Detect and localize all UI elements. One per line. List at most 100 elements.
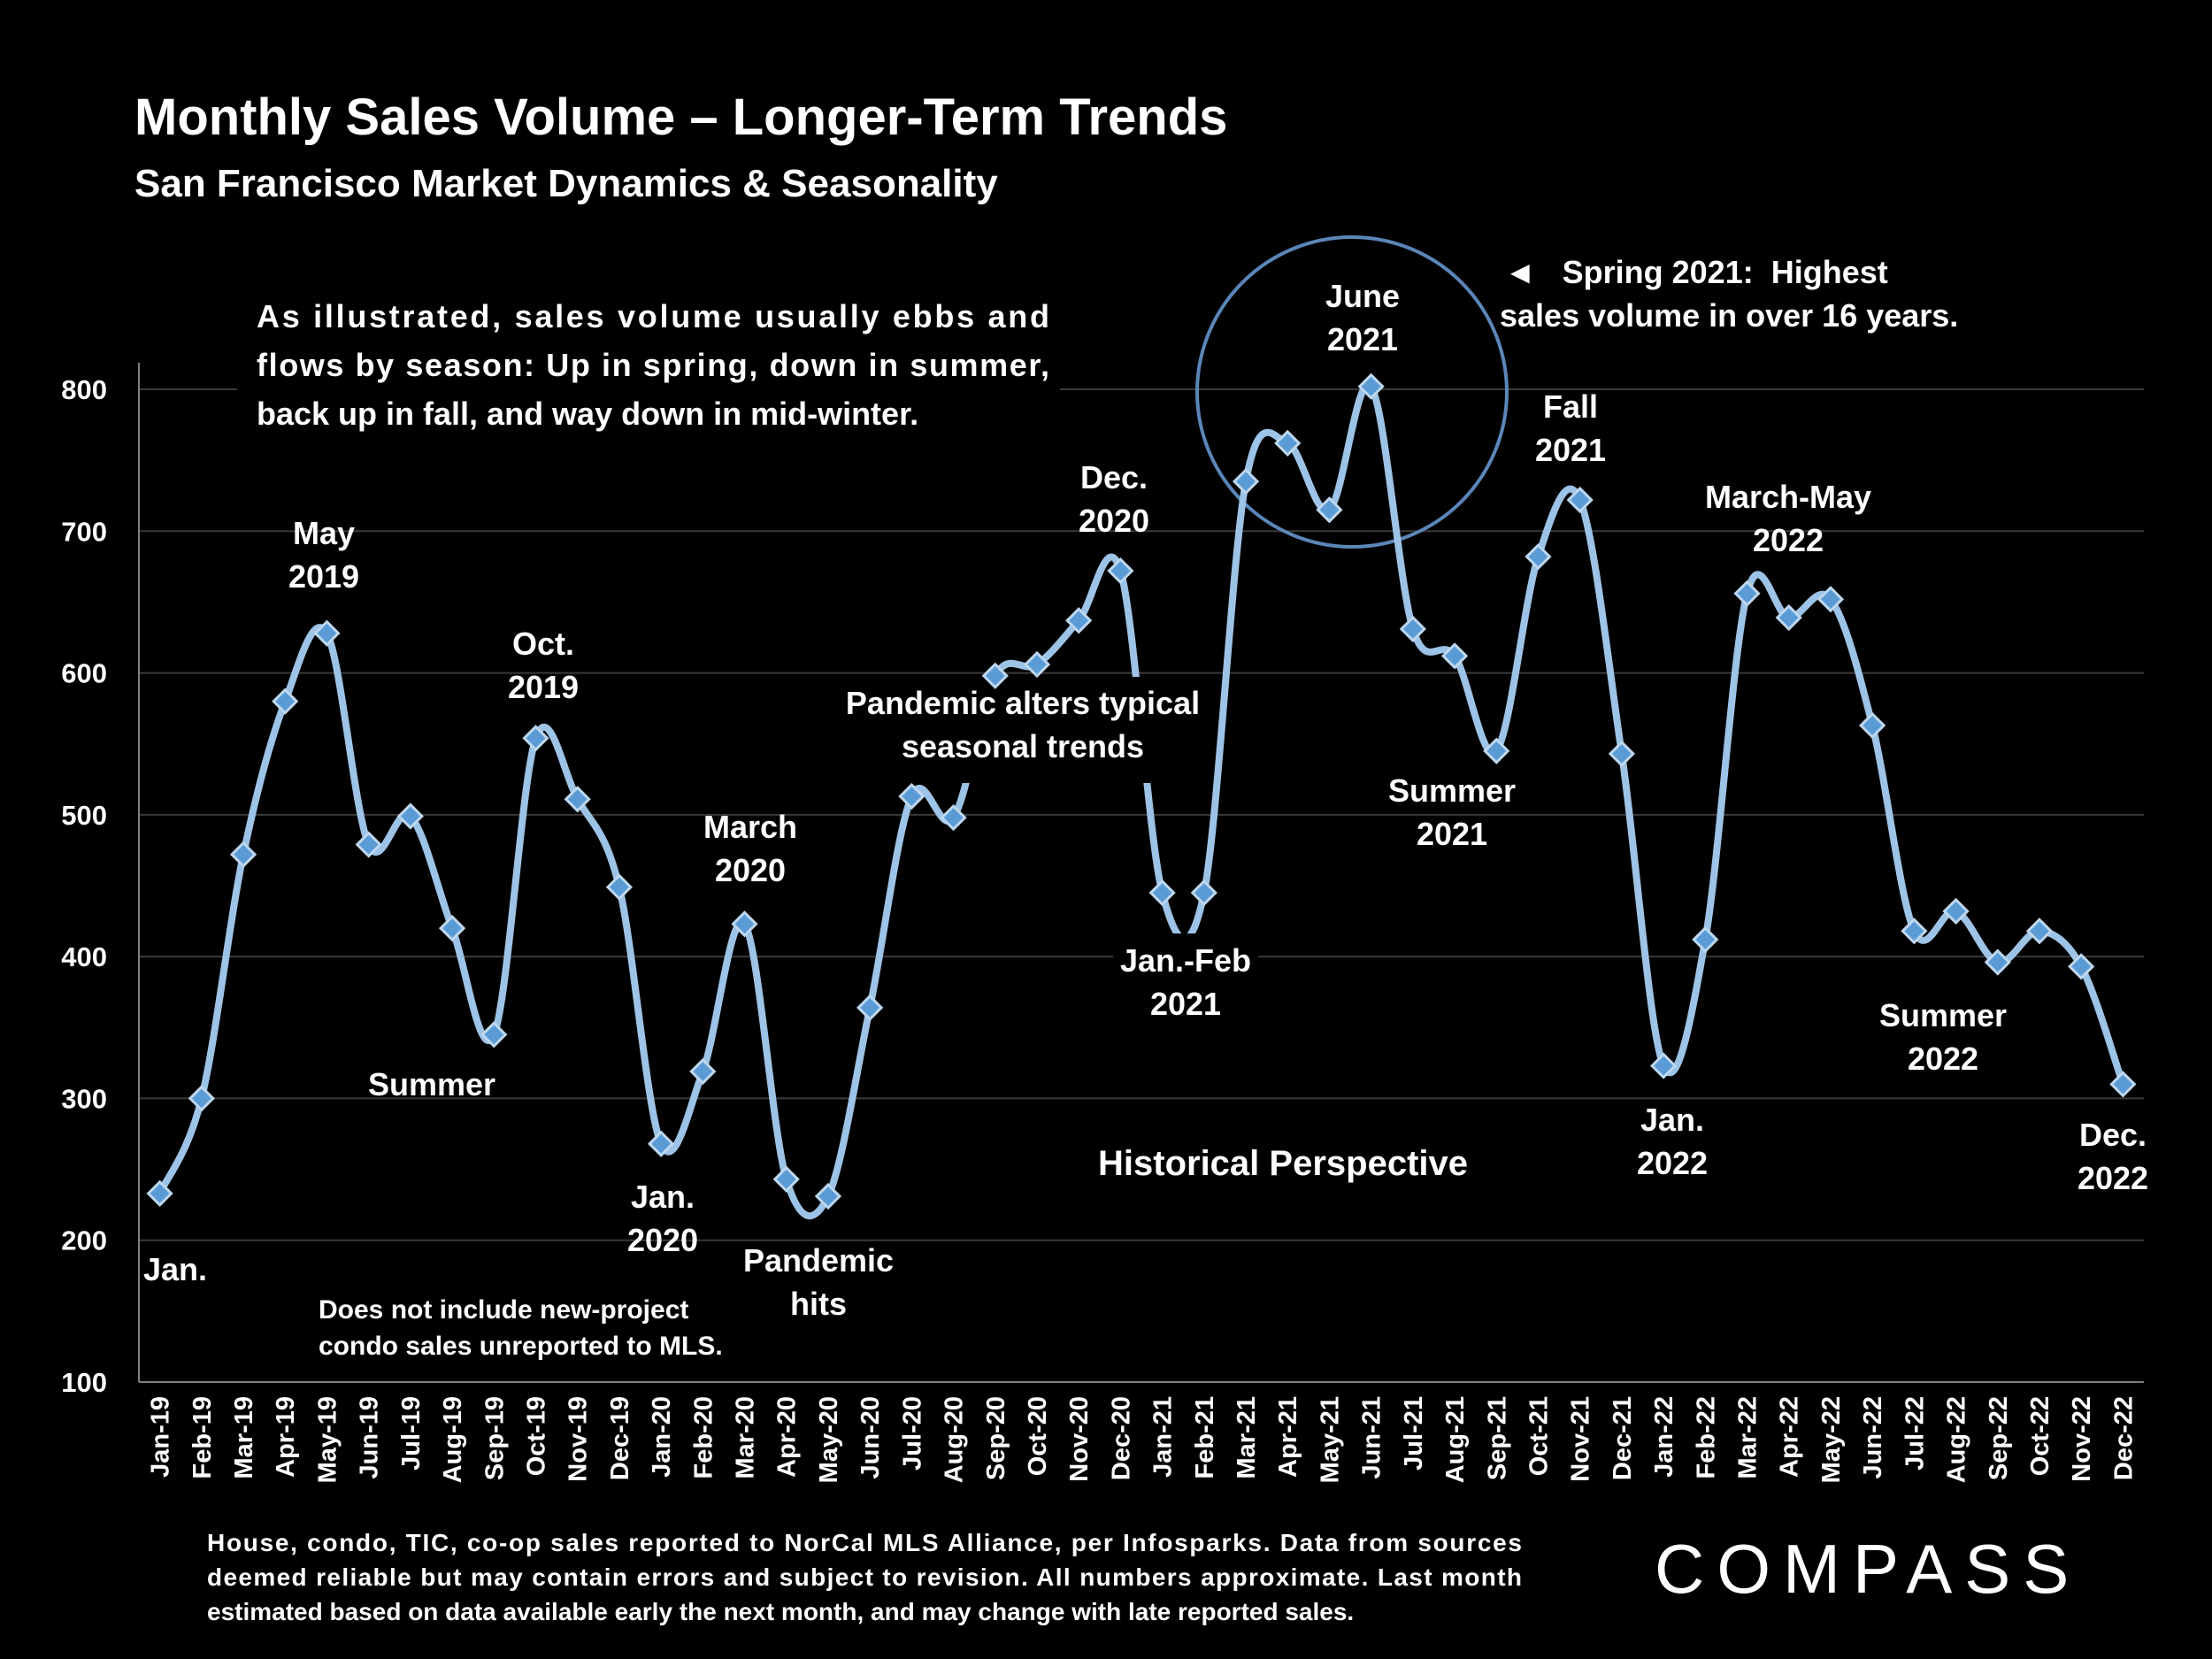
annotation-bg-janfeb-2021: [1113, 933, 1258, 1031]
data-point-Nov-20: [1065, 607, 1093, 634]
annotation-pandemic-hits-line-2: hits: [790, 1286, 847, 1322]
x-tick-label: Jan-20: [648, 1396, 676, 1478]
data-point-Jun-21: [1357, 373, 1385, 400]
y-tick-label: 300: [61, 1083, 107, 1114]
annotation-historical-perspective: Historical Perspective: [1098, 1144, 1468, 1183]
x-tick-label: Sep-19: [480, 1396, 509, 1480]
data-point-Nov-19: [564, 786, 591, 813]
annotation-oct-2019-line-2: 2019: [508, 669, 579, 705]
x-tick-label: Jul-21: [1400, 1396, 1428, 1471]
x-tick-label: May-19: [313, 1396, 342, 1483]
data-point-Feb-22: [1692, 926, 1719, 954]
annotation-june-2021-line-1: June: [1325, 278, 1400, 314]
annotation-intro-line-1: As illustrated, sales volume usually ebb…: [257, 298, 1049, 334]
data-point-Jul-20: [898, 782, 926, 810]
y-axis-ticks: 100 200 300 400 500 600 700 800: [61, 374, 107, 1398]
annotation-intro-line-3: back up in fall, and way down in mid-win…: [257, 396, 918, 432]
x-tick-label: Jun-21: [1358, 1396, 1386, 1479]
annotation-oct-2019-line-1: Oct.: [512, 626, 574, 662]
data-point-Feb-19: [188, 1085, 215, 1112]
data-point-Oct-20: [1023, 650, 1051, 679]
x-tick-label: Mar-21: [1233, 1396, 1261, 1479]
data-point-May-19: [313, 619, 341, 647]
x-tick-label: Oct-19: [522, 1396, 550, 1476]
x-tick-label: Jun-19: [356, 1396, 384, 1479]
data-point-Nov-22: [2068, 953, 2095, 980]
data-point-Jul-21: [1399, 615, 1426, 643]
data-point-Apr-19: [272, 687, 299, 715]
data-point-Jul-22: [1901, 918, 1928, 945]
annotation-may-2019-line-2: 2019: [288, 558, 359, 595]
y-tick-label: 400: [61, 941, 107, 972]
annotation-dec-2022-line-1: Dec.: [2079, 1117, 2147, 1153]
x-tick-label: May-22: [1817, 1396, 1846, 1483]
data-point-Jun-19: [355, 831, 382, 858]
annotation-summer-2022-line-1: Summer: [1879, 997, 2007, 1033]
data-point-Aug-22: [1942, 897, 1970, 925]
data-point-Sep-19: [480, 1021, 508, 1048]
data-point-Dec-22: [2109, 1071, 2137, 1098]
footnote-line-1: House, condo, TIC, co-op sales reported …: [207, 1529, 1522, 1556]
x-tick-label: Oct-21: [1525, 1396, 1553, 1476]
data-point-May-21: [1316, 496, 1343, 524]
annotation-june-2021-line-2: 2021: [1327, 321, 1398, 357]
x-tick-label: Oct-22: [2026, 1396, 2055, 1476]
x-tick-label: Jul-22: [1901, 1396, 1929, 1471]
compass-logo: COMPASS: [1655, 1530, 2081, 1608]
data-point-Jan-21: [1148, 879, 1176, 907]
x-tick-label: Feb-21: [1191, 1396, 1219, 1479]
x-tick-label: Jan-21: [1149, 1396, 1178, 1478]
data-point-Sep-22: [1984, 949, 2011, 976]
data-point-Feb-20: [689, 1057, 717, 1086]
annotation-spring-2021-line-1: ◄ Spring 2021: Highest: [1504, 254, 1888, 290]
data-point-Aug-19: [438, 914, 466, 942]
annotation-intro-line-2: flows by season: Up in spring, down in s…: [257, 347, 1049, 383]
data-point-Jan-22: [1649, 1052, 1678, 1079]
x-tick-label: Aug-22: [1943, 1396, 1971, 1483]
x-tick-label: Jun-22: [1859, 1396, 1887, 1479]
data-point-Mar-20: [731, 910, 758, 938]
y-tick-label: 800: [61, 374, 107, 405]
y-tick-label: 500: [61, 800, 107, 831]
x-tick-label: Sep-22: [1985, 1396, 2013, 1480]
x-tick-label: Aug-19: [439, 1396, 467, 1483]
annotation-fall-2021-line-1: Fall: [1543, 388, 1598, 425]
annotation-bg-intro: [237, 283, 1060, 447]
x-tick-label: Apr-21: [1274, 1396, 1302, 1478]
x-axis-ticks: Jan-19 Feb-19 Mar-19 Apr-19 May-19 Jun-19 Jul-…: [147, 1396, 2139, 1483]
data-point-Jun-20: [856, 994, 884, 1021]
y-tick-label: 700: [61, 516, 107, 547]
annotation-jan: Jan.: [143, 1251, 207, 1287]
data-point-Nov-21: [1566, 486, 1594, 514]
x-tick-label: Oct-20: [1024, 1396, 1052, 1476]
data-point-Oct-21: [1525, 543, 1552, 571]
x-tick-label: Jul-19: [397, 1396, 426, 1471]
x-tick-label: Apr-19: [272, 1396, 300, 1478]
annotation-march-may-2022-line-1: March-May: [1705, 479, 1871, 515]
annotation-jan-2022-line-1: Jan.: [1640, 1102, 1704, 1138]
annotation-summer-2022-line-2: 2022: [1908, 1041, 1978, 1077]
x-tick-label: Nov-19: [565, 1396, 593, 1482]
annotation-pandemic-hits-line-1: Pandemic: [743, 1242, 894, 1279]
x-tick-label: Aug-21: [1441, 1396, 1470, 1483]
x-tick-label: Sep-21: [1483, 1396, 1511, 1480]
annotation-jan-feb-2021-line-1: Jan.-Feb: [1120, 942, 1251, 979]
annotation-march-2020-line-1: March: [703, 809, 797, 845]
x-tick-label: Apr-22: [1776, 1396, 1804, 1478]
x-tick-label: Feb-22: [1692, 1396, 1720, 1479]
series-markers: [146, 373, 2137, 1210]
data-point-May-22: [1816, 586, 1845, 613]
annotation-may-2019-line-1: May: [293, 515, 355, 551]
footnote-line-2: deemed reliable but may contain errors a…: [207, 1563, 1522, 1591]
annotation-pandemic-alters-line-2: seasonal trends: [902, 728, 1144, 764]
x-tick-label: Apr-20: [773, 1396, 802, 1478]
x-tick-label: Nov-20: [1065, 1396, 1094, 1482]
data-point-Jan-19: [146, 1179, 173, 1207]
data-point-Jun-22: [1859, 711, 1886, 739]
annotation-mls-note-line-1: Does not include new-project: [319, 1295, 688, 1325]
x-tick-label: May-21: [1316, 1396, 1344, 1483]
data-point-Apr-22: [1775, 603, 1802, 632]
annotation-pandemic-alters-line-1: Pandemic alters typical: [846, 685, 1200, 721]
y-tick-label: 600: [61, 658, 107, 689]
